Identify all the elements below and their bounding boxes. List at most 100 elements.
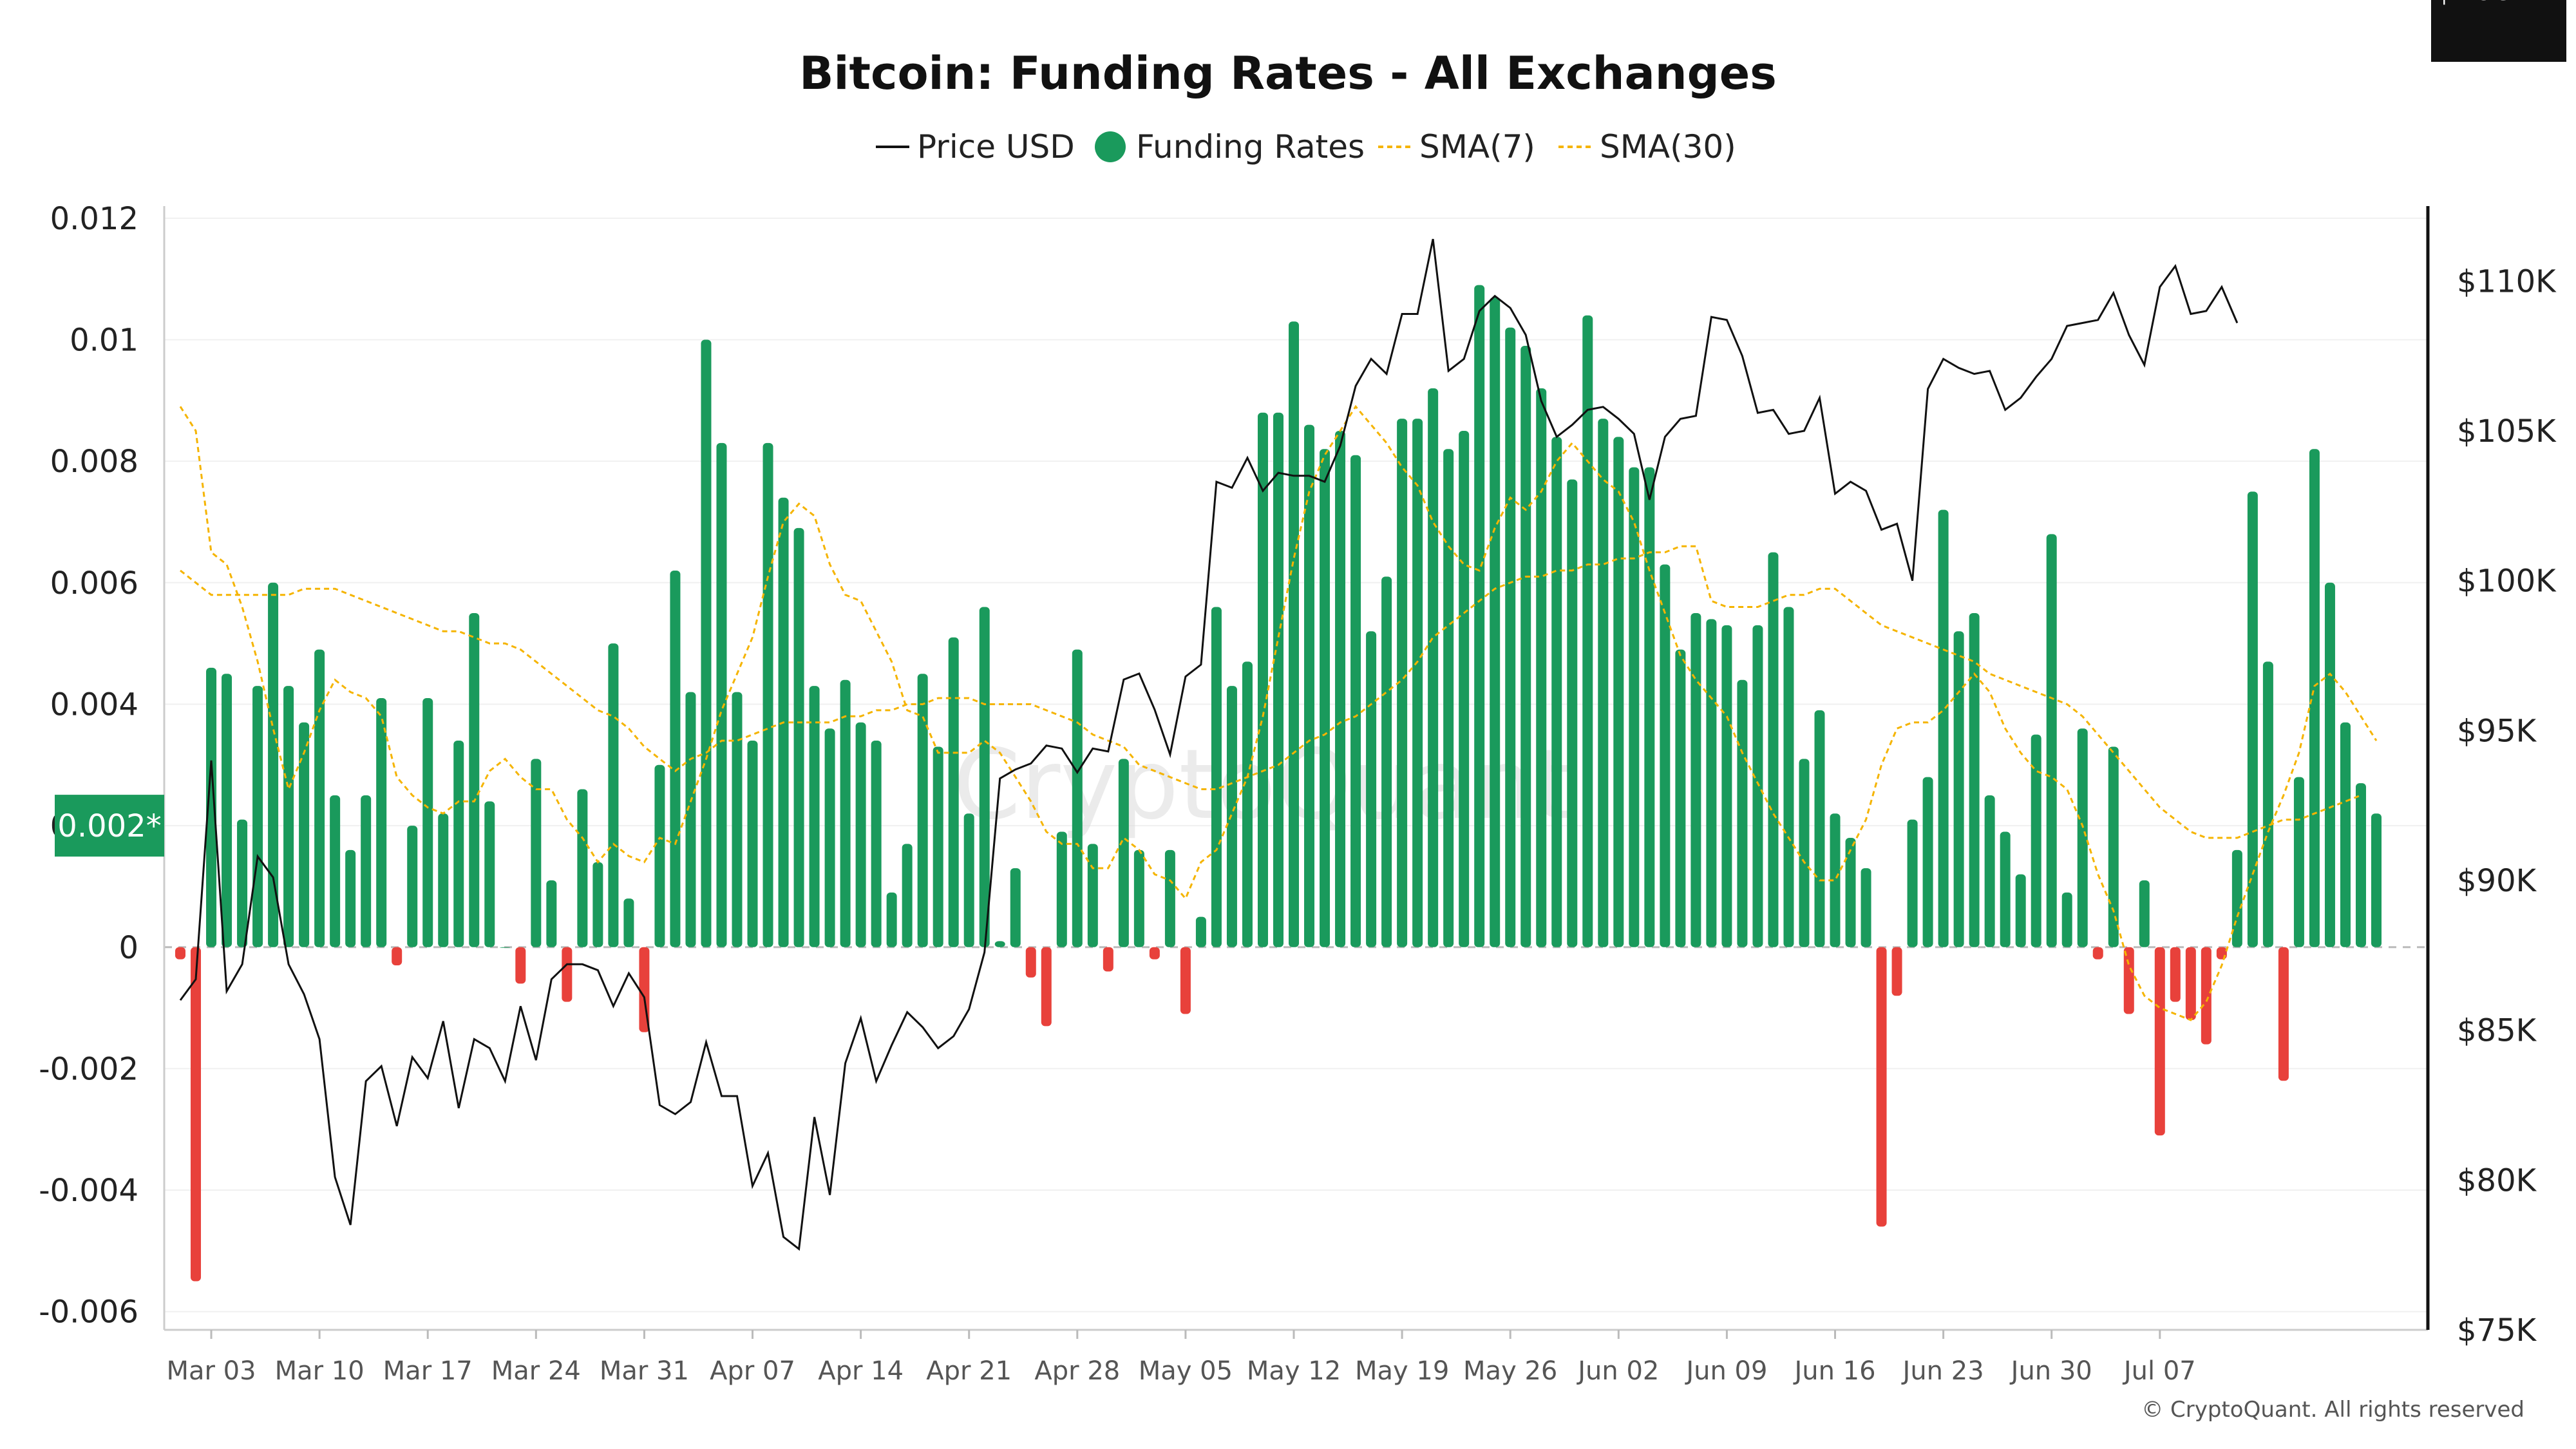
funding-rate-bar xyxy=(933,746,943,947)
funding-rate-bar xyxy=(577,789,588,947)
funding-rate-bar xyxy=(2247,491,2258,947)
x-tick-label: Jun 16 xyxy=(1792,1356,1875,1386)
x-tick-label: Apr 28 xyxy=(1034,1356,1120,1386)
funding-rate-bar xyxy=(1443,449,1454,947)
y-left-tick-label: 0.01 xyxy=(70,323,138,359)
y-left-tick-label: 0.006 xyxy=(50,565,138,601)
funding-rate-bar xyxy=(1366,631,1377,947)
funding-rate-bar xyxy=(871,741,882,947)
funding-rate-bar xyxy=(1984,795,1995,947)
funding-rate-bar xyxy=(1752,625,1763,947)
funding-rate-bar xyxy=(2154,947,2165,1136)
funding-rate-bar xyxy=(2324,582,2335,947)
legend-marker xyxy=(1095,131,1126,162)
funding-rate-bar xyxy=(2092,947,2103,960)
funding-rate-bar xyxy=(1706,619,1717,947)
funding-rate-bar xyxy=(2000,831,2011,947)
y-right-tick-label: $75K xyxy=(2457,1312,2537,1349)
funding-rate-bar xyxy=(361,795,372,947)
funding-rate-bar xyxy=(2371,813,2382,947)
funding-rate-bar xyxy=(1226,686,1237,947)
funding-rate-bar xyxy=(1056,831,1067,947)
x-tick-label: Mar 17 xyxy=(383,1356,473,1386)
credit-text: © CryptoQuant. All rights reserved xyxy=(2141,1397,2524,1423)
funding-rate-bar xyxy=(1660,564,1671,947)
funding-rate-bar xyxy=(2278,947,2289,1081)
funding-rate-bar xyxy=(2355,783,2366,947)
funding-rate-bar xyxy=(886,892,897,947)
funding-rate-bar xyxy=(2046,534,2057,947)
chart-title: Bitcoin: Funding Rates - All Exchanges xyxy=(799,47,1777,100)
x-tick-label: May 12 xyxy=(1247,1356,1341,1386)
funding-rate-bar xyxy=(1474,285,1485,947)
funding-rate-bar xyxy=(1799,759,1810,947)
legend-item: SMA(30) xyxy=(1558,128,1736,166)
legend-label: Price USD xyxy=(917,128,1075,166)
funding-rate-bar xyxy=(2262,661,2273,947)
funding-rate-bar xyxy=(314,649,325,947)
x-tick-label: May 19 xyxy=(1355,1356,1449,1386)
funding-rate-bar xyxy=(994,941,1005,947)
funding-rate-bar xyxy=(515,947,526,984)
funding-rate-bar xyxy=(1845,837,1856,947)
funding-rate-bar xyxy=(1211,607,1222,947)
funding-rate-bar xyxy=(268,582,279,947)
funding-rate-bar xyxy=(855,722,866,947)
funding-rate-bar xyxy=(1783,607,1794,947)
y-left-tick-label: -0.004 xyxy=(39,1173,138,1209)
funding-rate-bar xyxy=(1644,467,1655,947)
funding-rate-bar xyxy=(392,947,402,966)
funding-rate-bar xyxy=(2108,746,2119,947)
funding-rate-bar xyxy=(1721,625,1732,947)
funding-rate-bar xyxy=(979,607,990,947)
funding-rate-bar xyxy=(2293,777,2304,947)
funding-rate-bar xyxy=(2309,449,2320,947)
funding-rate-bar xyxy=(2061,892,2072,947)
funding-rate-bar xyxy=(1350,455,1361,947)
funding-rate-bar xyxy=(608,643,619,947)
funding-rate-bar xyxy=(1072,649,1083,947)
funding-rate-bar xyxy=(793,527,804,947)
current-price-badge-label: $108.1K xyxy=(2434,0,2564,8)
funding-rate-bar xyxy=(1304,424,1315,947)
funding-rate-bar xyxy=(1520,345,1531,947)
funding-rate-bar xyxy=(623,898,634,947)
funding-rate-bar xyxy=(1876,947,1887,1227)
y-left-tick-label: 0.012 xyxy=(50,201,138,237)
funding-rate-bar xyxy=(484,801,495,947)
funding-rate-bar xyxy=(1010,868,1021,947)
funding-rate-bar xyxy=(2201,947,2211,1045)
funding-rate-bar xyxy=(422,698,433,947)
funding-rate-bar xyxy=(191,947,202,1282)
funding-rate-bar xyxy=(948,637,959,947)
funding-rate-bar xyxy=(685,692,696,947)
funding-rate-bar xyxy=(2216,947,2227,960)
funding-rate-bar xyxy=(1180,947,1191,1014)
x-tick-label: Mar 31 xyxy=(600,1356,689,1386)
funding-rate-bar xyxy=(1613,437,1624,947)
funding-rate-bar xyxy=(2340,722,2351,947)
x-tick-label: Jun 09 xyxy=(1684,1356,1767,1386)
funding-rate-bar xyxy=(2139,880,2150,947)
funding-rate-bar xyxy=(654,764,665,947)
funding-rate-bar xyxy=(500,947,511,948)
funding-rate-bar xyxy=(1490,297,1501,947)
funding-rate-bar xyxy=(2231,849,2242,947)
funding-rate-bar xyxy=(824,728,835,947)
funding-rate-bar xyxy=(1103,947,1113,972)
funding-rate-bar xyxy=(1289,321,1300,947)
funding-rate-bar xyxy=(1861,868,1871,947)
funding-rate-bar xyxy=(175,947,185,960)
funding-rate-bar xyxy=(237,819,248,947)
funding-rate-bar xyxy=(2077,728,2088,947)
funding-rate-bar xyxy=(1737,679,1748,947)
funding-rate-bar xyxy=(1582,315,1593,947)
current-rate-badge xyxy=(55,795,164,857)
funding-rate-bar xyxy=(1768,552,1779,947)
y-right-tick-label: $105K xyxy=(2457,413,2557,450)
funding-rate-bar xyxy=(1087,844,1098,947)
funding-rate-bar xyxy=(376,698,387,947)
funding-rate-bar xyxy=(747,741,758,947)
funding-rate-bar xyxy=(1891,947,1902,996)
